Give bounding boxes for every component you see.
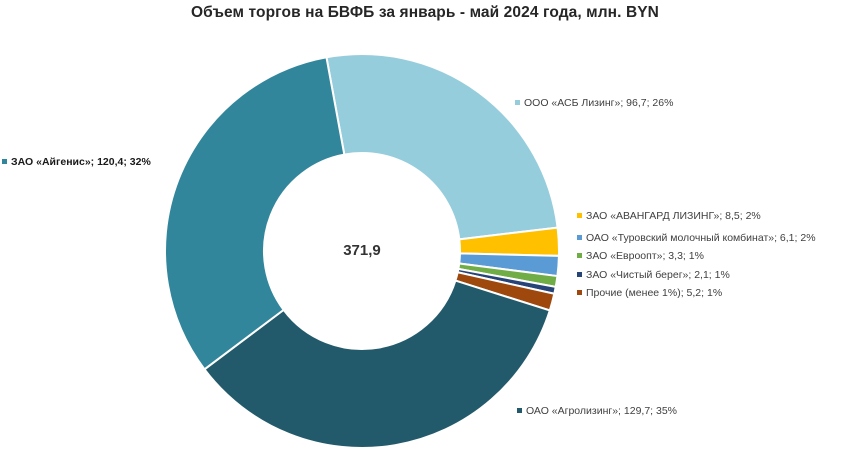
slice-label-text: ЗАО «Айгенис»; 120,4; 32%: [11, 156, 151, 168]
slice-label-text: ЗАО «Чистый берег»; 2,1; 1%: [586, 269, 730, 281]
legend-marker: [577, 253, 582, 258]
legend-marker: [577, 272, 582, 277]
data-label: ООО «АСБ Лизинг»; 96,7; 26%: [515, 97, 673, 109]
slice-label-text: ЗАО «АВАНГАРД ЛИЗИНГ»; 8,5; 2%: [586, 210, 761, 222]
data-label: ОАО «Агролизинг»; 129,7; 35%: [517, 405, 677, 417]
legend-marker: [577, 213, 582, 218]
donut-slices: [164, 53, 560, 449]
data-label: ЗАО «Айгенис»; 120,4; 32%: [2, 156, 151, 168]
slice-label-text: ОАО «Агролизинг»; 129,7; 35%: [526, 405, 677, 417]
slice-label-text: ОАО «Туровский молочный комбинат»; 6,1; …: [586, 232, 816, 244]
center-total-label: 371,9: [343, 242, 381, 259]
legend-marker: [2, 159, 7, 164]
chart-title: Объем торгов на БВФБ за январь - май 202…: [191, 4, 659, 21]
data-label: ЗАО «АВАНГАРД ЛИЗИНГ»; 8,5; 2%: [577, 210, 761, 222]
legend-marker: [577, 235, 582, 240]
slice-label-text: ЗАО «Евроопт»; 3,3; 1%: [586, 250, 704, 262]
data-label: Прочие (менее 1%); 5,2; 1%: [577, 287, 722, 299]
data-labels: ООО «АСБ Лизинг»; 96,7; 26% ЗАО «АВАНГАРД…: [2, 97, 816, 417]
donut-hole: [264, 153, 460, 349]
data-label: ЗАО «Евроопт»; 3,3; 1%: [577, 250, 704, 262]
legend-marker: [515, 100, 520, 105]
donut-slice: [325, 53, 559, 241]
slice-label-text: ООО «АСБ Лизинг»; 96,7; 26%: [524, 97, 673, 109]
legend-marker: [577, 290, 582, 295]
legend-marker: [517, 408, 522, 413]
donut-slice: [164, 56, 346, 371]
slice-label-text: Прочие (менее 1%); 5,2; 1%: [586, 287, 722, 299]
data-label: ОАО «Туровский молочный комбинат»; 6,1; …: [577, 232, 816, 244]
data-label: ЗАО «Чистый берег»; 2,1; 1%: [577, 269, 730, 281]
